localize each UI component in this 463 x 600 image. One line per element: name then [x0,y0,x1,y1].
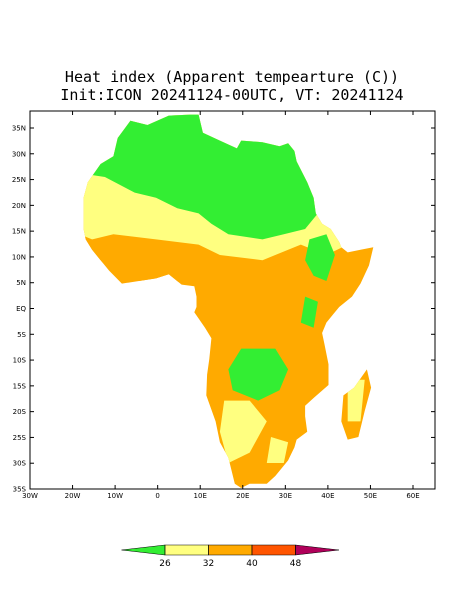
colorbar-segment [164,544,209,556]
map-title: Heat index (Apparent tempearture (C)) [65,68,399,86]
lat-label: 35N [12,125,26,133]
lat-label: 20N [12,202,26,210]
lat-label: 25S [13,434,27,442]
lon-label: 20W [65,492,81,500]
lat-label: 15N [12,228,26,236]
colorbar-label: 32 [203,559,214,569]
lon-label: 20E [236,492,249,500]
lat-label: 10N [12,253,26,261]
colorbar: 26 32 40 48 [121,544,340,569]
field-region [83,234,284,302]
field-region [347,379,365,422]
lat-label: 5N [16,279,26,287]
lat-label: 5S [17,331,26,339]
field-region [300,296,318,328]
lon-label: 10E [194,492,207,500]
colorbar-segment [121,544,166,556]
field-region [266,437,289,463]
lon-label: 60E [406,492,419,500]
colorbar-segment [251,544,296,556]
field-region [228,348,289,401]
colorbar-label: 26 [159,559,171,569]
lat-label: 30S [13,460,27,468]
lat-label: 20S [13,408,27,416]
lat-label: 35S [13,486,27,494]
field-region [219,400,267,463]
colorbar-segment [295,544,340,556]
colorbar-segment [208,544,253,556]
axes: 35N 30N 25N 20N 15N 10N 5N EQ 5S 10S 15S 20S 25S 30S 3… [12,111,435,500]
colorbar-label: 40 [246,559,258,569]
lon-label: 0 [155,492,159,500]
lat-label: 25N [12,176,26,184]
lon-label: 50E [364,492,377,500]
lat-label: 15S [13,382,27,390]
lat-label: EQ [16,305,26,313]
map-frame [29,110,436,490]
lon-label: 10W [107,492,123,500]
lon-label: 30W [22,492,38,500]
lon-label: 30E [279,492,292,500]
lat-label: 30N [12,150,26,158]
colorbar-label: 48 [290,559,302,569]
lat-label: 10S [13,357,27,365]
field-region [305,234,335,281]
lon-label: 40E [321,492,334,500]
map-subtitle: Init:ICON 20241124-00UTC, VT: 20241124 [60,86,403,104]
